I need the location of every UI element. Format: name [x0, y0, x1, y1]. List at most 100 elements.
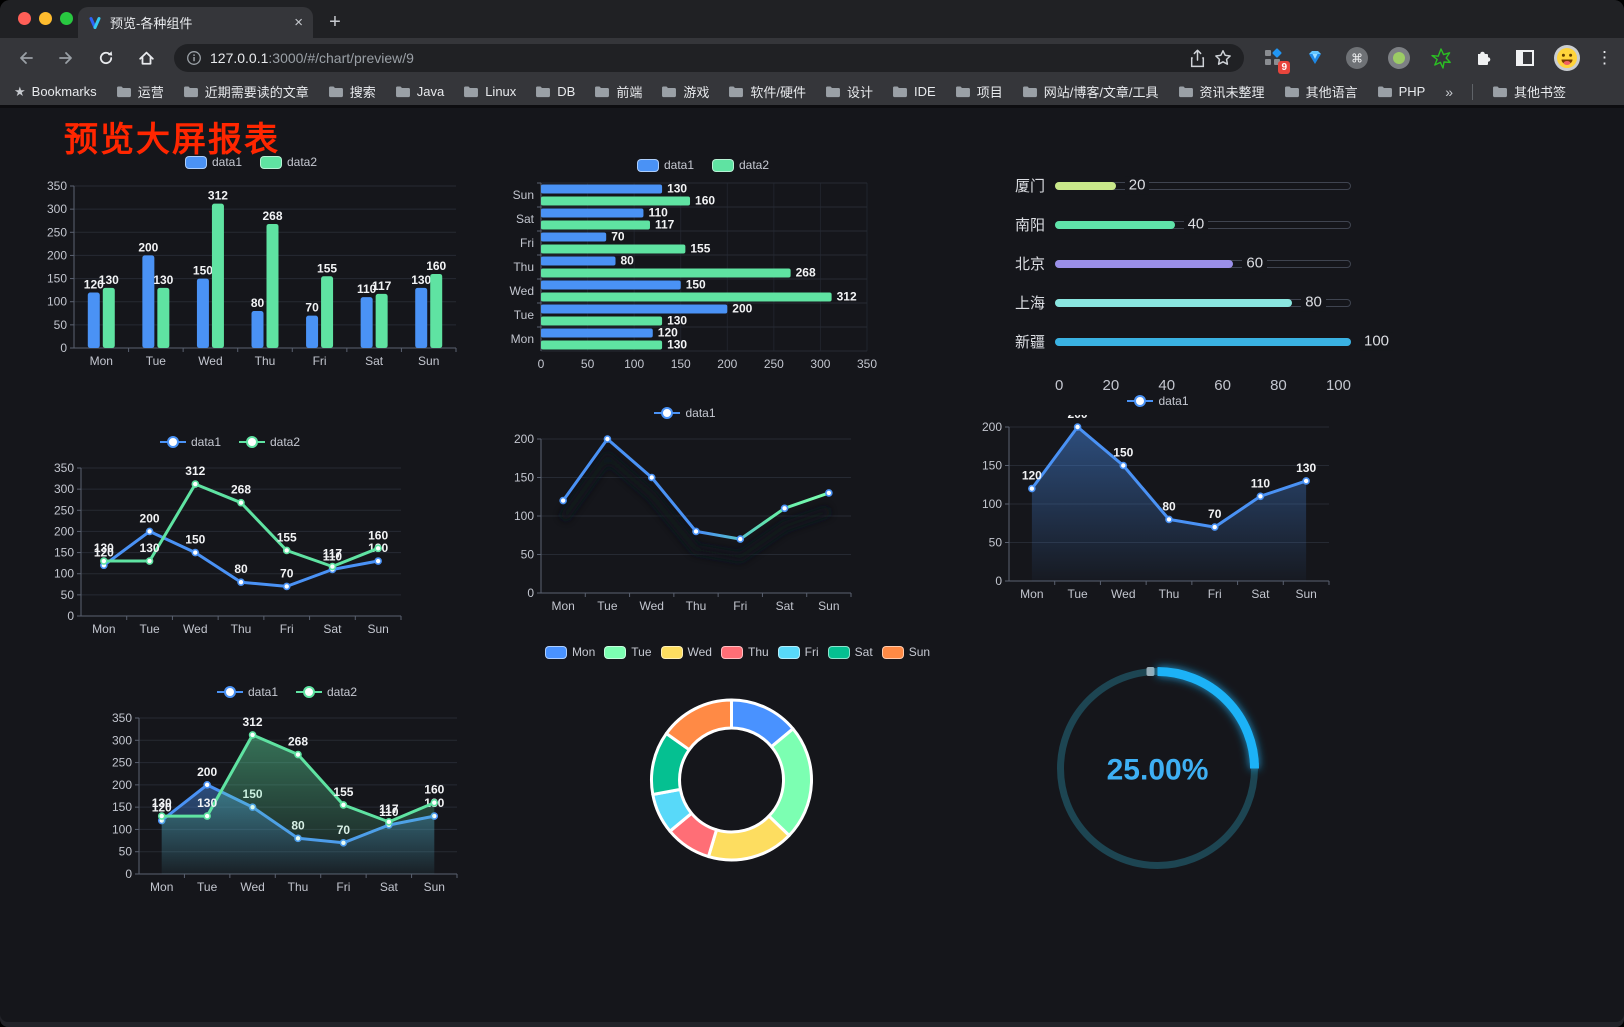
bookmark-item[interactable]: IDE — [892, 84, 936, 99]
folder-icon — [955, 86, 970, 98]
legend-item-data1[interactable]: data1 — [159, 435, 221, 449]
legend-rect-marker-icon — [260, 155, 282, 169]
bookmark-item[interactable]: Java — [395, 84, 444, 99]
legend-rect-marker-icon — [881, 645, 904, 659]
extension-vue-devtools-button[interactable] — [1302, 45, 1328, 71]
minimize-window-button[interactable] — [39, 12, 52, 25]
legend-item-Fri[interactable]: Fri — [777, 645, 819, 659]
legend-rect-marker-icon — [720, 645, 743, 659]
forward-button[interactable] — [54, 46, 78, 70]
bookmark-item[interactable]: 设计 — [825, 82, 873, 101]
pie-segment-Wed[interactable] — [707, 814, 791, 862]
svg-text:130: 130 — [667, 338, 687, 352]
svg-text:50: 50 — [119, 845, 133, 859]
progress-axis: 0 20 40 60 80 100 — [1055, 377, 1351, 394]
svg-text:110: 110 — [323, 549, 343, 563]
svg-text:70: 70 — [305, 301, 319, 315]
bookmark-item[interactable]: 网站/博客/文章/工具 — [1022, 82, 1159, 101]
legend-item-data2[interactable]: data2 — [712, 158, 769, 172]
svg-text:117: 117 — [655, 218, 675, 232]
svg-text:350: 350 — [47, 179, 67, 193]
share-icon[interactable] — [1189, 49, 1206, 68]
progress-row-厦门: 厦门 20 — [1003, 166, 1351, 205]
folder-icon — [116, 86, 131, 98]
legend-rect-marker-icon — [777, 645, 800, 659]
svg-text:Sat: Sat — [776, 599, 795, 613]
bookmark-item[interactable]: DB — [535, 84, 575, 99]
svg-text:300: 300 — [112, 733, 132, 747]
legend-item-data1[interactable]: data1 — [184, 155, 242, 169]
legend-item-data1[interactable]: data1 — [636, 158, 694, 172]
bookmark-item[interactable]: 运营 — [116, 82, 164, 101]
sidebar-toggle-button[interactable] — [1512, 45, 1538, 71]
bookmark-item[interactable]: 近期需要读的文章 — [183, 82, 309, 101]
address-bar[interactable]: 127.0.0.1:3000/#/chart/preview/9 — [174, 44, 1244, 72]
svg-text:50: 50 — [581, 357, 595, 371]
svg-text:Fri: Fri — [520, 236, 534, 250]
legend-item-data2[interactable]: data2 — [296, 685, 357, 699]
pie-segment-Tue[interactable] — [767, 727, 813, 837]
other-bookmarks-folder[interactable]: 其他书签 — [1492, 82, 1566, 101]
browser-menu-button[interactable]: ⋮ — [1596, 48, 1613, 67]
tab-close-icon[interactable]: × — [294, 14, 303, 31]
bookmark-item[interactable]: 资讯未整理 — [1178, 82, 1265, 101]
extension-evernote-button[interactable] — [1428, 45, 1454, 71]
bookmark-item[interactable]: 项目 — [955, 82, 1003, 101]
svg-text:155: 155 — [690, 242, 710, 256]
progress-fill — [1055, 298, 1293, 307]
progress-bar-chart: 厦门 20 南阳 40 北京 60 上海 80 新疆 100 0 20 40 60 80 100 — [1003, 160, 1394, 400]
legend-item-data2[interactable]: data2 — [239, 435, 300, 449]
back-button[interactable] — [14, 46, 38, 70]
extension-tampermonkey-button[interactable]: 9 — [1260, 45, 1290, 74]
svg-text:150: 150 — [686, 278, 706, 292]
url-text[interactable]: 127.0.0.1:3000/#/chart/preview/9 — [210, 50, 414, 66]
bookmark-item[interactable]: 游戏 — [661, 82, 709, 101]
legend-rect-marker-icon — [712, 158, 734, 172]
svg-text:312: 312 — [243, 715, 263, 729]
extensions-puzzle-button[interactable] — [1470, 45, 1496, 71]
extension-shortcuts-button[interactable]: ⌘ — [1344, 45, 1370, 71]
site-info-icon[interactable] — [186, 50, 202, 66]
legend-item-data2[interactable]: data2 — [260, 155, 317, 169]
bookmarks-manager[interactable]: ★ Bookmarks — [14, 84, 97, 100]
svg-text:155: 155 — [317, 261, 337, 275]
legend-item-Sat[interactable]: Sat — [827, 645, 873, 659]
profile-avatar[interactable] — [1554, 45, 1580, 71]
bookmark-item[interactable]: PHP — [1377, 84, 1425, 99]
legend-item-data1[interactable]: data1 — [654, 406, 716, 420]
svg-text:150: 150 — [47, 272, 67, 286]
pie-segment-Sun[interactable] — [664, 698, 733, 752]
bookmark-item[interactable]: 其他语言 — [1284, 82, 1358, 101]
legend-item-Mon[interactable]: Mon — [544, 645, 595, 659]
bookmark-item[interactable]: Linux — [463, 84, 516, 99]
bookmark-item[interactable]: 前端 — [594, 82, 642, 101]
reload-button[interactable] — [94, 46, 118, 70]
extension-recorder-button[interactable] — [1386, 45, 1412, 71]
svg-text:50: 50 — [521, 548, 535, 562]
zoom-window-button[interactable] — [60, 12, 73, 25]
browser-tab[interactable]: 预览-各种组件 × — [78, 7, 313, 38]
new-tab-button[interactable]: + — [329, 11, 341, 33]
home-button[interactable] — [134, 46, 158, 70]
page-content: 预览大屏报表 data1 data2 0 50 100 150 200 250 300 350 Mo… — [0, 105, 1624, 1027]
legend-item-Thu[interactable]: Thu — [720, 645, 769, 659]
legend-item-data1[interactable]: data1 — [1127, 394, 1189, 408]
legend-item-Tue[interactable]: Tue — [604, 645, 652, 659]
bookmark-item[interactable]: 搜索 — [328, 82, 376, 101]
svg-text:130: 130 — [99, 273, 119, 287]
bookmarks-overflow-chevron[interactable]: » — [1445, 83, 1453, 100]
svg-text:130: 130 — [1296, 461, 1316, 475]
legend-item-data1[interactable]: data1 — [216, 685, 278, 699]
progress-label: 上海 — [1014, 295, 1045, 312]
svg-text:200: 200 — [1068, 415, 1088, 421]
url-host: 127.0.0.1 — [210, 50, 269, 66]
svg-text:80: 80 — [1162, 499, 1176, 513]
progress-value: 60 — [1242, 254, 1268, 273]
bookmark-star-icon[interactable] — [1214, 49, 1232, 67]
legend-item-Sun[interactable]: Sun — [881, 645, 930, 659]
legend-item-Wed[interactable]: Wed — [660, 645, 712, 659]
close-window-button[interactable] — [18, 12, 31, 25]
bookmark-item[interactable]: 软件/硬件 — [728, 82, 806, 101]
svg-text:160: 160 — [426, 259, 446, 273]
axis-tick: 100 — [1325, 377, 1351, 394]
